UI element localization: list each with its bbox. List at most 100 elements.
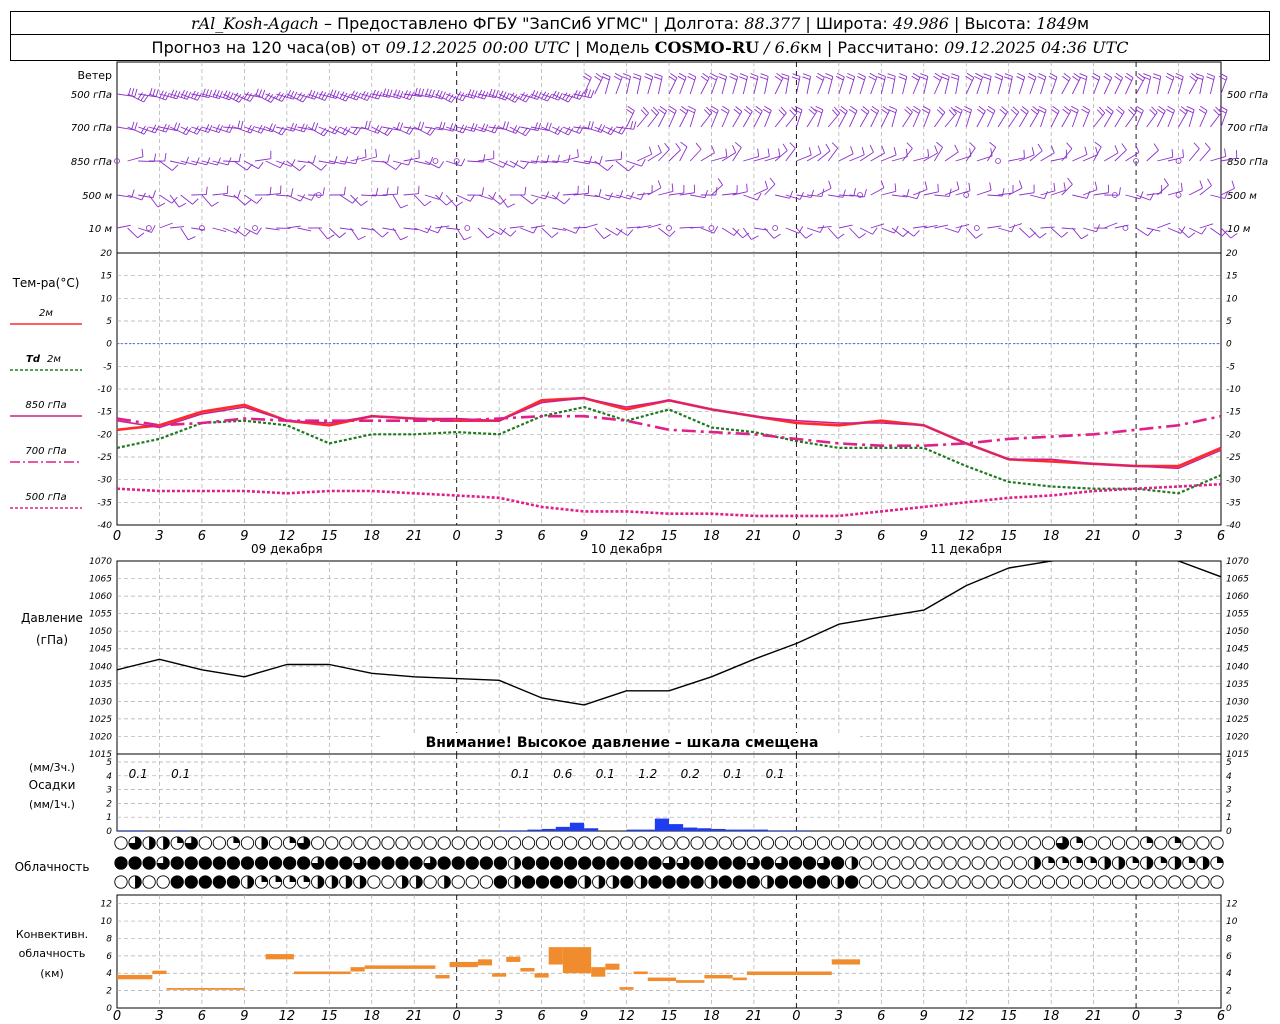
cloud-symbol-full xyxy=(325,856,338,870)
cloud-symbol-full xyxy=(578,856,591,870)
cloud-symbol xyxy=(887,836,901,850)
cloud-symbol-partial xyxy=(767,875,774,889)
cloud-symbol xyxy=(353,836,367,850)
cloud-symbol-partial xyxy=(1160,856,1167,863)
wind-barb-feather xyxy=(360,200,368,207)
wind-barb-feather xyxy=(558,92,563,101)
wind-barb-feather xyxy=(256,227,262,235)
wind-barb xyxy=(265,160,281,169)
wind-barb-feather xyxy=(1158,105,1166,112)
cloud-symbol-full xyxy=(564,856,577,870)
cloud-symbol xyxy=(774,836,789,850)
wind-barb-feather xyxy=(824,76,833,81)
cloud-symbol-partial xyxy=(247,875,254,889)
wind-barb xyxy=(307,160,322,171)
wind-barb-feather xyxy=(567,128,574,136)
wind-barb xyxy=(456,227,465,241)
wind-barb-feather xyxy=(641,158,646,167)
conv-cloud-bar xyxy=(520,968,535,972)
wind-barb-feather xyxy=(793,109,802,114)
wind-barb xyxy=(520,227,534,234)
wind-barb-feather xyxy=(502,91,507,100)
wind-barb xyxy=(626,110,635,128)
wind-barb xyxy=(1146,227,1161,232)
wind-barb xyxy=(424,160,440,169)
precip-3h-label: 0.6 xyxy=(553,767,572,781)
cloud-symbol-full xyxy=(213,875,226,889)
wind-barb-feather xyxy=(226,124,231,132)
wind-barb-feather xyxy=(269,186,272,195)
conv-cloud-bar xyxy=(166,988,245,990)
wind-barb xyxy=(689,148,702,162)
time-tick-label: 18 xyxy=(1043,1009,1060,1024)
wind-barb-feather xyxy=(968,182,971,191)
wind-barb xyxy=(753,156,770,162)
cloud-symbol-partial xyxy=(514,875,521,889)
wind-calm xyxy=(315,192,322,198)
cloud-symbol xyxy=(114,875,128,889)
wind-barb xyxy=(456,194,471,202)
cloud-symbol-partial xyxy=(1034,856,1041,870)
cloud-symbol xyxy=(493,836,508,850)
cloud-symbol xyxy=(915,875,929,889)
wind-barb-feather xyxy=(645,73,653,78)
cloud-symbol-full xyxy=(789,875,802,889)
wind-barb-feather xyxy=(802,73,811,77)
wind-barb xyxy=(721,227,735,236)
wind-barb xyxy=(1220,227,1232,239)
wind-barb xyxy=(1157,156,1173,162)
wind-barb xyxy=(626,226,641,229)
wind-barb-feather xyxy=(1027,75,1036,81)
wind-barb-feather xyxy=(966,72,974,79)
cloud-symbol xyxy=(873,856,887,870)
cloud-symbol xyxy=(437,836,451,850)
cloud-symbol xyxy=(339,836,353,850)
wind-barb xyxy=(1199,148,1211,162)
cloud-symbol-partial xyxy=(185,836,198,850)
wind-barb-feather xyxy=(1048,75,1057,81)
pressure-tick-right: 1030 xyxy=(1226,697,1249,707)
wind-barb-feather xyxy=(658,108,666,115)
wind-barb-feather xyxy=(978,106,986,112)
wind-barb xyxy=(923,191,939,196)
wind-calm xyxy=(666,225,672,231)
wind-barb xyxy=(700,112,713,128)
cloud-symbol xyxy=(873,875,887,889)
conv-tick-left: 2 xyxy=(106,987,112,997)
wind-barb-feather xyxy=(1219,105,1228,111)
cloud-symbol xyxy=(156,875,170,889)
wind-barb xyxy=(392,227,401,241)
wind-barb-feather xyxy=(134,88,138,97)
conv-cloud-bar xyxy=(350,967,365,972)
wind-barb-feather xyxy=(1052,105,1060,112)
wind-barb-feather xyxy=(853,188,856,197)
cloud-symbol-full xyxy=(831,856,844,870)
cloud-symbol-full xyxy=(381,856,395,870)
wind-calm xyxy=(1133,158,1139,164)
time-tick-label: 3 xyxy=(1174,529,1182,544)
wind-calm xyxy=(857,192,863,198)
cloud-symbol-full xyxy=(367,856,381,870)
cloud-symbol-full xyxy=(452,856,465,870)
wind-barb xyxy=(594,194,610,201)
wind-barb xyxy=(265,227,280,231)
wind-barb-feather xyxy=(622,76,630,81)
cloud-symbol xyxy=(1041,836,1056,850)
precip-tick-left: 1 xyxy=(106,813,112,823)
wind-barb-feather xyxy=(382,231,389,238)
wind-barb-feather xyxy=(366,93,372,101)
cloud-symbol xyxy=(1111,875,1126,889)
wind-barb xyxy=(1093,76,1101,95)
wind-barb-feather xyxy=(1118,187,1121,196)
wind-barb xyxy=(286,160,300,172)
wind-barb-feather xyxy=(687,109,695,114)
wind-barb-feather xyxy=(919,76,928,81)
conv-tick-left: 8 xyxy=(106,934,112,944)
wind-barb xyxy=(785,112,798,128)
cloud-symbol xyxy=(240,836,255,850)
wind-barb xyxy=(944,151,959,162)
wind-barb xyxy=(1114,77,1124,95)
wind-barb-feather xyxy=(334,126,340,135)
wind-barb xyxy=(923,225,938,229)
wind-barb-feather xyxy=(208,125,213,133)
